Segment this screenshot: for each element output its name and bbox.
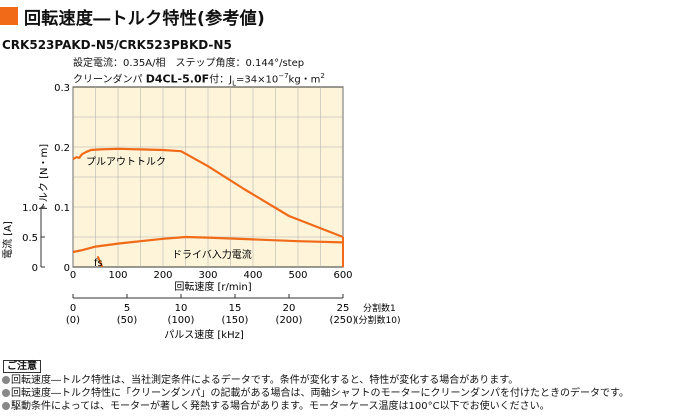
torque-axis-label: トルク [N・m] xyxy=(38,144,50,212)
pulse-tick-sublabel: (200) xyxy=(276,315,303,326)
torque-tick-label: 0 xyxy=(64,263,70,274)
pulse-tick-sublabel: (250) xyxy=(330,315,357,326)
cond-prefix: クリーンダンパ xyxy=(73,74,146,86)
pulse-tick-label: 20 xyxy=(283,303,296,314)
torque-tick-label: 0.3 xyxy=(54,83,70,94)
x-tick-label: 0 xyxy=(70,270,76,281)
pulse-tick-label: 25 xyxy=(337,303,350,314)
page-title: 回転速度―トルク特性(参考値) xyxy=(24,8,266,29)
division-10-label: (分割数10) xyxy=(355,314,400,326)
x-tick-label: 100 xyxy=(108,270,127,281)
pulse-tick-label: 5 xyxy=(124,303,130,314)
driver-current-line xyxy=(72,235,344,254)
cond-sub: L xyxy=(232,79,236,88)
conditions-line-1: 設定電流：0.35A/相 ステップ角度：0.144°/step xyxy=(73,58,305,69)
pulse-tick-label: 0 xyxy=(70,303,76,314)
pulse-axis-label: パルス速度 [kHz] xyxy=(164,328,244,341)
x-axis-label: 回転速度 [r/min] xyxy=(174,280,251,293)
model-name: CRK523PAKD-N5/CRK523PBKD-N5 xyxy=(2,38,232,52)
division-1-label: 分割数1 xyxy=(363,302,396,314)
torque-tick-label: 0.2 xyxy=(54,143,70,154)
cond-exp: −7 xyxy=(278,72,289,80)
x-tick-label: 500 xyxy=(288,270,307,281)
x-tick-label: 300 xyxy=(198,270,217,281)
notes-label: ご注意 xyxy=(3,360,41,373)
fs-marker xyxy=(96,255,104,268)
pulse-tick-label: 15 xyxy=(229,303,242,314)
pulse-tick-label: 10 xyxy=(175,303,188,314)
current-tick-label: 0 xyxy=(32,263,38,274)
pullout-torque-label: プルアウトトルク xyxy=(86,156,166,168)
title-bar: 回転速度―トルク特性(参考値) xyxy=(0,4,266,29)
note-item-1: 回転速度―トルク特性は、当社測定条件によるデータです。条件が変化すると、特性が変… xyxy=(2,375,518,387)
note-item-3: 駆動条件によっては、モーターが著しく発熱する場合があります。モーターケース温度は… xyxy=(2,401,550,413)
current-tick-label: 0.5 xyxy=(22,233,38,244)
x-tick-label: 600 xyxy=(333,270,352,281)
cond-exp2: 2 xyxy=(320,72,325,80)
x-tick-label: 400 xyxy=(243,270,262,281)
cond-val: =34×10 xyxy=(235,74,279,86)
fs-label: fs xyxy=(94,258,103,269)
driver-current-label: ドライバ入力電流 xyxy=(172,248,252,261)
current-axis-label: 電流 [A] xyxy=(1,221,14,259)
damper-model: D4CL-5.0F xyxy=(145,72,210,86)
current-tick-label: 1.0 xyxy=(22,203,38,214)
pulse-tick-sublabel: (100) xyxy=(168,315,195,326)
note-item-2: 回転速度―トルク特性に「クリーンダンパ」の記載がある場合は、両軸シャフトのモータ… xyxy=(2,388,629,400)
pullout-torque-line xyxy=(72,147,344,239)
cond-mid: 付：J xyxy=(209,74,233,86)
conditions-line-2: クリーンダンパ D4CL-5.0F付：JL=34×10−7kg・m2 xyxy=(73,70,325,89)
torque-tick-label: 0.1 xyxy=(54,203,70,214)
cond-unit: kg・m xyxy=(288,74,321,86)
pulse-tick-sublabel: (50) xyxy=(117,315,138,326)
x-tick-label: 200 xyxy=(153,270,172,281)
bullet-icon xyxy=(2,389,10,397)
bullet-icon xyxy=(2,376,10,384)
pulse-tick-sublabel: (150) xyxy=(222,315,249,326)
pulse-tick-sublabel: (0) xyxy=(66,315,80,326)
bullet-icon xyxy=(2,402,10,410)
title-marker xyxy=(0,7,18,25)
